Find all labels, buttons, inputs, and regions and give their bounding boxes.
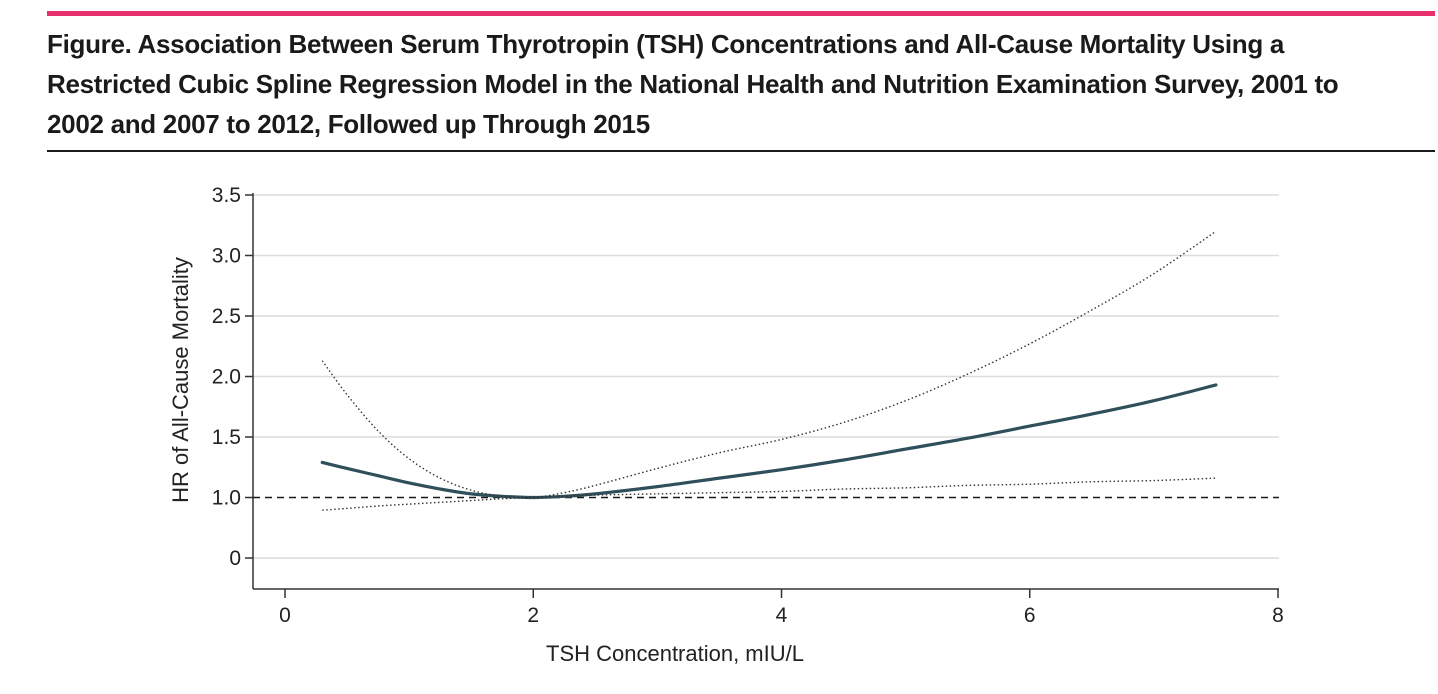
x-tick-label: 2 <box>527 604 539 627</box>
title-divider <box>47 150 1435 152</box>
axes <box>245 193 1279 598</box>
y-tick-label: 2.0 <box>212 366 241 389</box>
x-axis-title: TSH Concentration, mIU/L <box>546 641 804 666</box>
lower-ci-line <box>322 477 1216 511</box>
y-tick-label: 0 <box>229 547 241 570</box>
x-tick-label: 6 <box>1024 604 1036 627</box>
x-tick-label: 4 <box>776 604 788 627</box>
gridlines <box>253 194 1279 559</box>
tick-labels: 0 1.0 1.5 2.0 2.5 3.0 3.5 0 2 4 6 8 <box>212 184 1284 627</box>
y-tick-label: 2.5 <box>212 305 241 328</box>
y-tick-label: 1.0 <box>212 487 241 510</box>
x-tick-label: 0 <box>279 604 291 627</box>
figure-title: Figure. Association Between Serum Thyrot… <box>47 29 1339 139</box>
accent-rule <box>47 11 1435 16</box>
y-tick-label: 3.5 <box>212 184 241 207</box>
series-lines <box>253 230 1279 511</box>
y-tick-label: 1.5 <box>212 426 241 449</box>
upper-ci-line <box>321 230 1217 499</box>
y-tick-label: 3.0 <box>212 245 241 268</box>
x-tick-label: 8 <box>1272 604 1284 627</box>
hr-estimate-line <box>320 383 1218 500</box>
y-axis-title: HR of All-Cause Mortality <box>168 257 193 503</box>
